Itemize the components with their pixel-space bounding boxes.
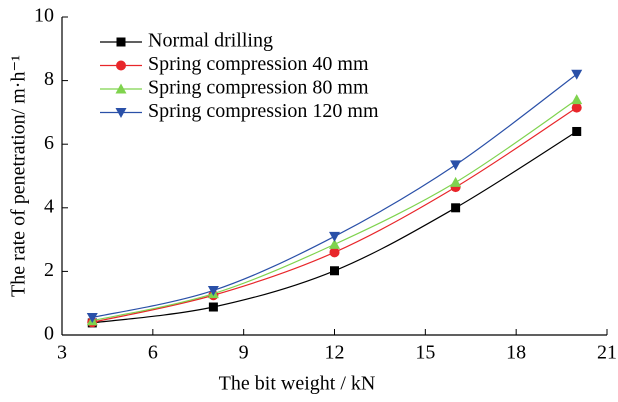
y-tick-label: 6 — [44, 132, 54, 154]
x-tick-label: 21 — [597, 342, 617, 364]
marker — [329, 247, 340, 258]
marker — [450, 176, 462, 187]
legend-label: Spring compression 120 mm — [148, 100, 379, 122]
marker — [208, 302, 218, 312]
marker — [451, 203, 461, 213]
legend-marker — [116, 37, 126, 47]
x-tick-label: 18 — [506, 342, 526, 364]
x-axis-label: The bit weight / kN — [219, 373, 376, 395]
marker — [86, 313, 98, 324]
marker — [572, 126, 582, 136]
x-tick-label: 9 — [239, 342, 249, 364]
series-line — [92, 99, 578, 322]
legend-marker — [115, 108, 127, 118]
series-line — [92, 130, 578, 324]
y-axis-label: The rate of penetration/ m·h⁻¹ — [8, 55, 30, 297]
marker — [329, 231, 340, 242]
series-line — [92, 107, 578, 323]
marker — [207, 285, 219, 296]
legend-label: Spring compression 80 mm — [148, 77, 369, 99]
marker — [571, 94, 583, 105]
y-tick-label: 0 — [44, 323, 54, 345]
x-tick-label: 12 — [325, 342, 345, 364]
marker — [571, 102, 582, 113]
legend-label: Normal drilling — [148, 30, 273, 52]
legend-marker — [115, 83, 127, 94]
marker — [571, 69, 583, 80]
marker — [329, 238, 340, 249]
x-tick-label: 15 — [415, 342, 435, 364]
y-tick-label: 2 — [44, 259, 54, 281]
legend-marker — [116, 60, 126, 71]
marker — [450, 160, 462, 171]
x-tick-label: 3 — [57, 342, 67, 364]
x-tick-label: 6 — [148, 342, 158, 364]
legend-label: Spring compression 40 mm — [148, 53, 369, 75]
marker — [330, 266, 339, 276]
y-tick-label: 8 — [44, 68, 54, 90]
y-tick-label: 10 — [34, 5, 54, 27]
y-tick-label: 4 — [44, 195, 54, 217]
